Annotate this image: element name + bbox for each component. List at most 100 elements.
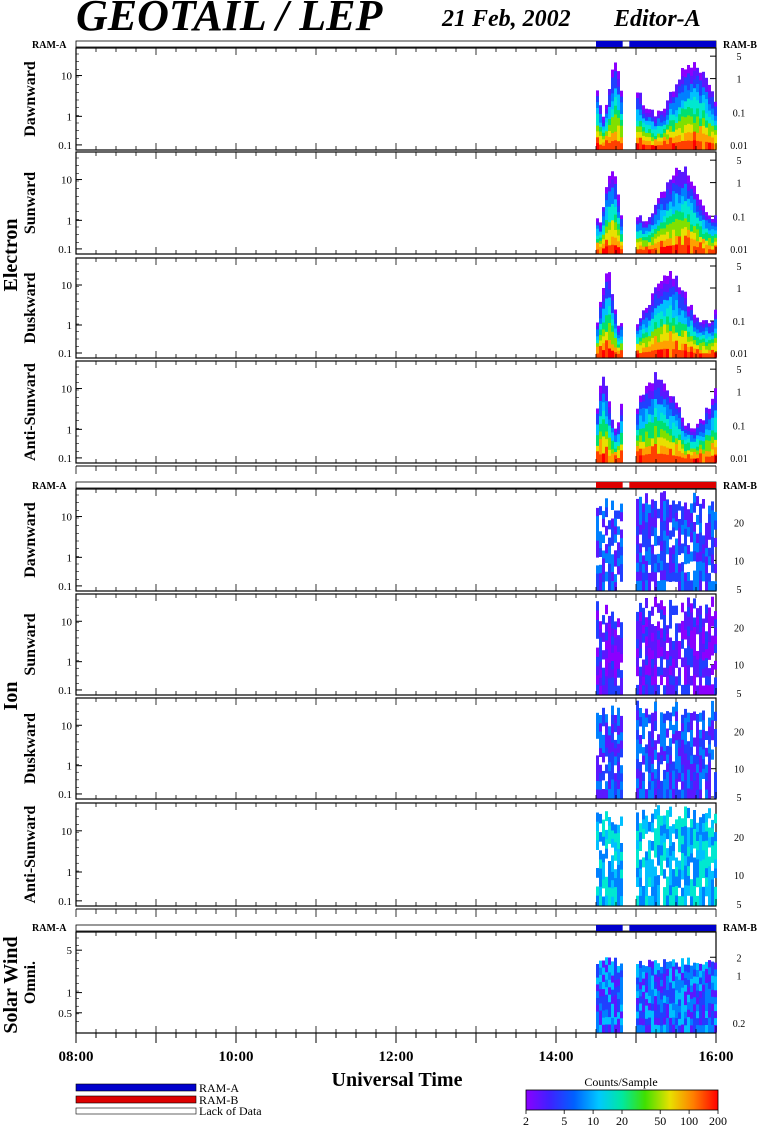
spectrogram-cell: [678, 135, 681, 143]
spectrogram-cell: [605, 423, 608, 432]
spectrogram-cell: [699, 649, 702, 660]
spectrogram-cell: [708, 988, 711, 997]
spectrogram-cell: [663, 228, 666, 235]
spectrogram-cell: [608, 443, 611, 451]
spectrogram-cell: [696, 100, 699, 109]
spectrogram-cell: [708, 633, 711, 643]
spectrogram-cell: [678, 878, 681, 888]
spectrogram-cell: [639, 960, 642, 969]
spectrogram-cell: [657, 387, 660, 397]
spectrogram-cell: [675, 308, 678, 317]
spectrogram-cell: [648, 959, 651, 968]
spectrogram-cell: [681, 1017, 684, 1026]
spectrogram-cell: [611, 636, 614, 645]
spectrogram-cell: [678, 581, 681, 591]
spectrogram-cell: [642, 249, 645, 254]
spectrogram-cell: [617, 743, 620, 754]
spectrogram-cell: [651, 755, 654, 765]
spectrogram-cell: [617, 856, 620, 866]
spectrogram-cell: [639, 442, 642, 450]
spectrogram-cell: [714, 403, 717, 411]
spectrogram-cell: [642, 581, 645, 591]
spectrogram-cell: [636, 508, 639, 518]
spectrogram-cell: [651, 383, 654, 392]
spectrogram-cell: [620, 503, 623, 513]
spectrogram-cell: [666, 139, 669, 145]
spectrogram-cell: [699, 887, 702, 897]
spectrogram-cell: [614, 207, 617, 216]
spectrogram-cell: [693, 314, 696, 320]
spectrogram-cell: [617, 206, 620, 213]
spectrogram-cell: [672, 676, 675, 686]
spectrogram-cell: [699, 1011, 702, 1019]
spectrogram-cell: [663, 383, 666, 392]
spectrogram-cell: [617, 734, 620, 745]
spectrogram-cell: [605, 731, 608, 740]
spectrogram-cell: [711, 97, 714, 104]
spectrogram-cell: [605, 964, 608, 973]
spectrogram-cell: [596, 656, 599, 667]
spectrogram-cell: [645, 966, 648, 974]
spectrogram-cell: [654, 408, 657, 418]
spectrogram-cell: [690, 431, 693, 436]
spectrogram-cell: [648, 422, 651, 431]
spectrogram-cell: [608, 437, 611, 445]
spectrogram-cell: [693, 737, 696, 747]
spectrogram-cell: [648, 305, 651, 311]
spectrogram-cell: [617, 235, 620, 242]
spectrogram-cell: [681, 861, 684, 871]
spectrogram-cell: [599, 346, 602, 352]
spectrogram-cell: [690, 224, 693, 233]
spectrogram-cell: [611, 236, 614, 246]
spectrogram-cell: [678, 287, 681, 295]
spectrogram-cell: [605, 722, 608, 732]
spectrogram-cell: [614, 114, 617, 124]
spectrogram-cell: [672, 824, 675, 834]
spectrogram-cell: [596, 346, 599, 351]
spectrogram-cell: [672, 788, 675, 799]
spectrogram-cell: [681, 188, 684, 197]
spectrogram-cell: [669, 564, 672, 574]
spectrogram-cell: [687, 866, 690, 877]
spectrogram-cell: [672, 649, 675, 660]
spectrogram-cell: [690, 67, 693, 77]
spectrogram-cell: [696, 439, 699, 444]
spectrogram-cell: [645, 246, 648, 251]
spectrogram-cell: [596, 451, 599, 458]
spectrogram-cell: [669, 684, 672, 695]
spectrogram-cell: [651, 233, 654, 238]
spectrogram-cell: [660, 665, 663, 676]
spectrogram-cell: [611, 761, 614, 771]
spectrogram-cell: [608, 331, 611, 341]
spectrogram-cell: [687, 979, 690, 988]
spectrogram-cell: [599, 573, 602, 583]
spectrogram-cell: [596, 840, 599, 850]
spectrogram-cell: [672, 706, 675, 717]
spectrogram-cell: [708, 91, 711, 99]
spectrogram-cell: [681, 789, 684, 799]
spectrogram-cell: [602, 615, 605, 625]
spectrogram-cell: [608, 431, 611, 439]
spectrogram-cell: [642, 895, 645, 906]
spectrogram-cell: [599, 222, 602, 226]
spectrogram-cell: [702, 635, 705, 645]
spectrogram-cell: [648, 217, 651, 222]
spectrogram-cell: [702, 349, 705, 354]
spectrogram-cell: [714, 581, 717, 591]
spectrogram-cell: [602, 329, 605, 337]
spectrogram-cell: [639, 648, 642, 659]
spectrogram-cell: [602, 518, 605, 528]
spectrogram-cell: [599, 240, 602, 245]
spectrogram-cell: [645, 327, 648, 333]
spectrogram-cell: [654, 720, 657, 731]
spectrogram-cell: [651, 137, 654, 142]
spectrogram-cell: [681, 439, 684, 445]
spectrogram-cell: [660, 228, 663, 236]
spectrogram-cell: [663, 685, 666, 695]
spectrogram-cell: [699, 440, 702, 446]
spectrogram-cell: [663, 308, 666, 317]
spectrogram-cell: [696, 651, 699, 661]
spectrogram-cell: [666, 433, 669, 441]
spectrogram-cell: [614, 574, 617, 583]
spectrogram-cell: [620, 1011, 623, 1019]
